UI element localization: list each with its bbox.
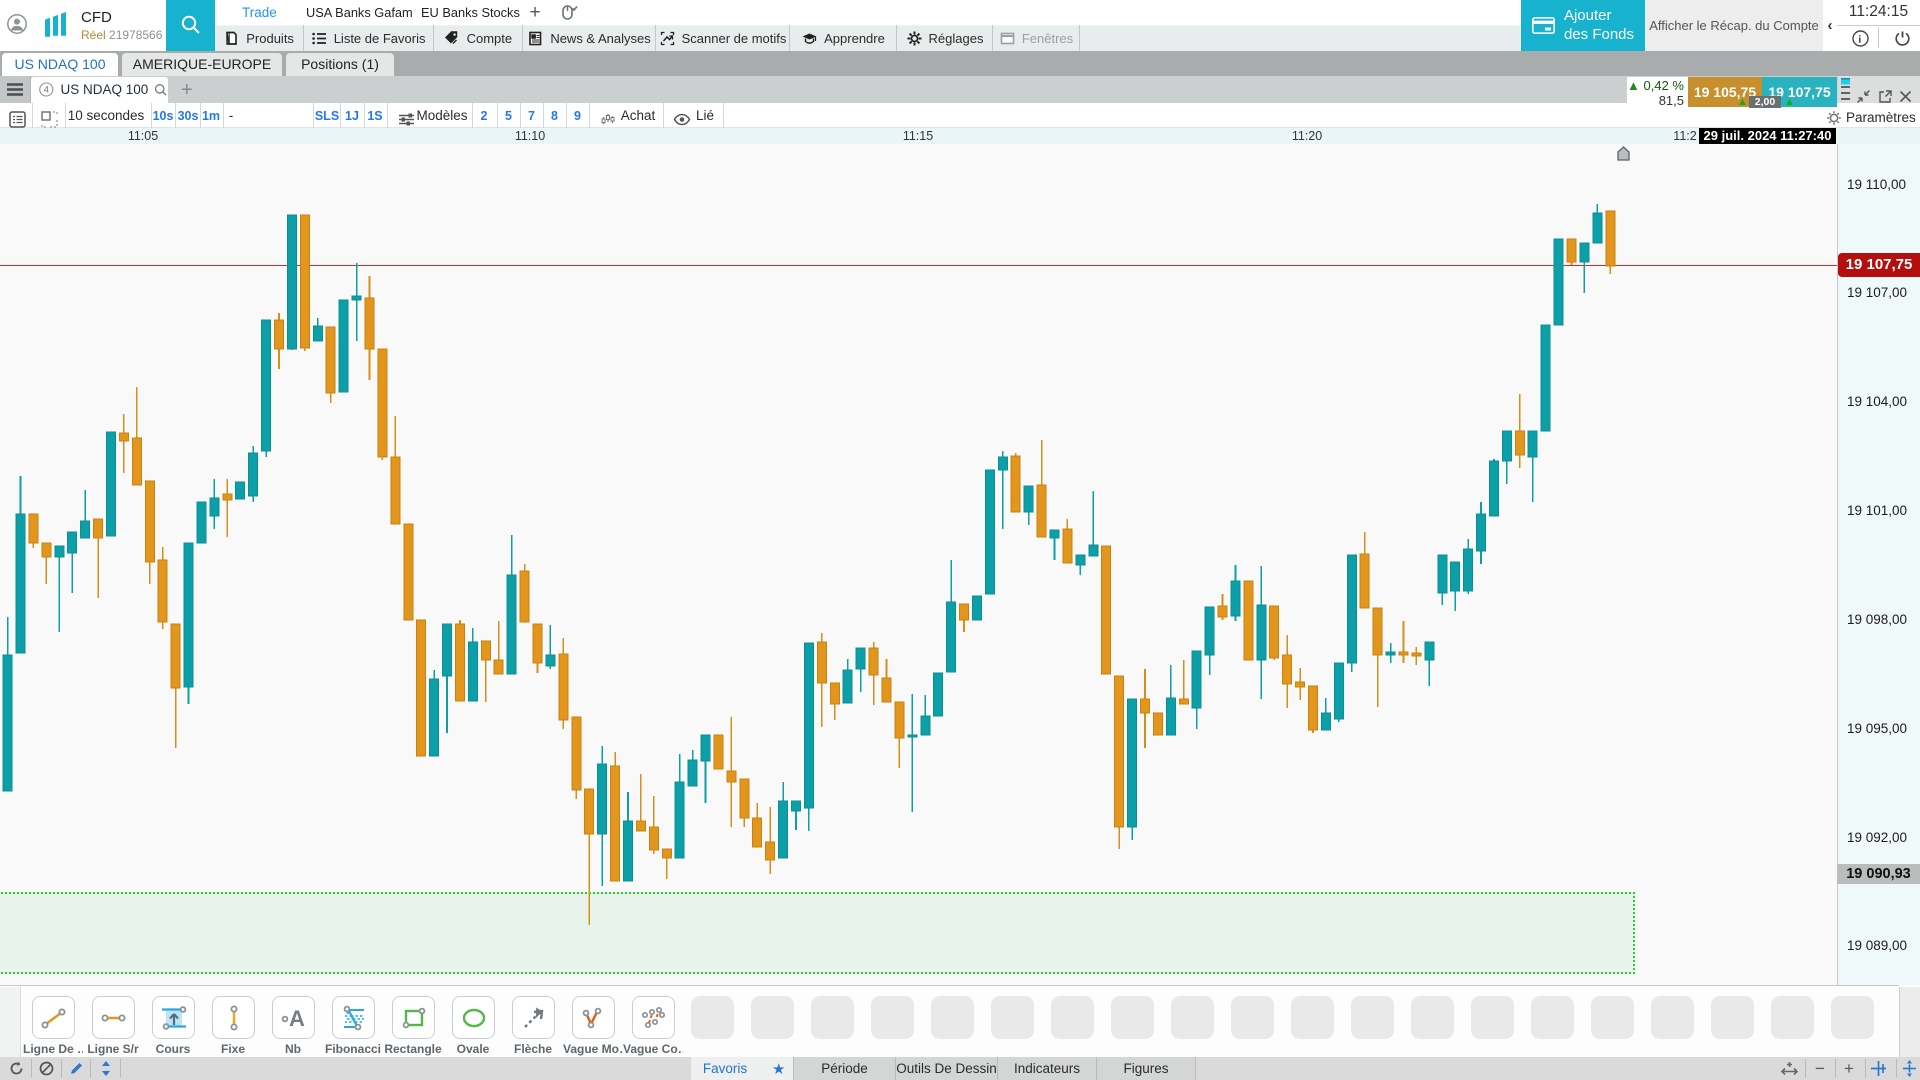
svg-text:A: A <box>289 1006 305 1031</box>
svg-text:4: 4 <box>44 84 49 95</box>
svg-text:i: i <box>1858 34 1861 46</box>
